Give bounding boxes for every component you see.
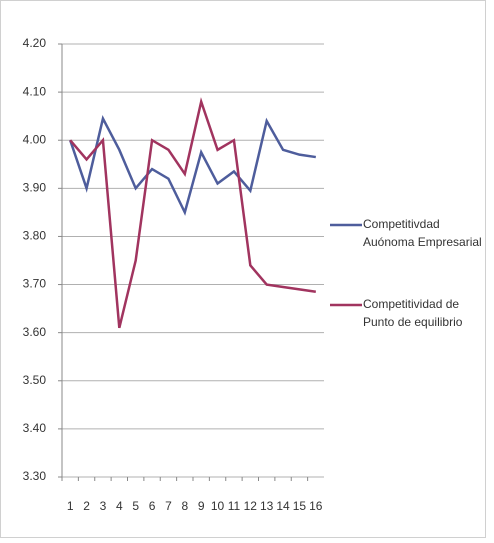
y-tick-label: 3.70	[23, 277, 47, 291]
y-tick-label: 3.40	[23, 421, 47, 435]
x-tick-label: 5	[132, 499, 139, 513]
y-tick-label: 3.90	[23, 181, 47, 195]
y-tick-label: 3.60	[23, 325, 47, 339]
x-tick-label: 6	[149, 499, 156, 513]
x-tick-label: 12	[244, 499, 258, 513]
y-tick-label: 4.10	[23, 84, 47, 98]
x-tick-label: 9	[198, 499, 205, 513]
y-tick-label: 4.20	[23, 36, 47, 50]
series-line	[69, 97, 316, 329]
legend-label: Competitividad de Punto de equilibrio	[363, 297, 463, 329]
x-tick-label: 15	[293, 499, 307, 513]
y-tick-label: 3.80	[23, 229, 47, 243]
x-tick-label: 10	[211, 499, 225, 513]
y-tick-label: 4.00	[23, 132, 47, 146]
legend-label: Competitivdad Auónoma Empresarial	[363, 217, 482, 249]
x-tick-label: 2	[83, 499, 90, 513]
x-tick-label: 4	[116, 499, 123, 513]
frame	[0, 0, 486, 538]
series-line	[69, 115, 316, 216]
x-tick-label: 8	[181, 499, 188, 513]
x-tick-label: 16	[309, 499, 323, 513]
x-tick-label: 14	[276, 499, 290, 513]
x-tick-label: 7	[165, 499, 172, 513]
y-tick-label: 3.30	[23, 469, 47, 483]
x-tick-label: 3	[100, 499, 107, 513]
x-tick-label: 13	[260, 499, 274, 513]
x-tick-label: 11	[228, 499, 241, 513]
y-tick-label: 3.50	[23, 373, 47, 387]
x-tick-label: 1	[67, 499, 74, 513]
